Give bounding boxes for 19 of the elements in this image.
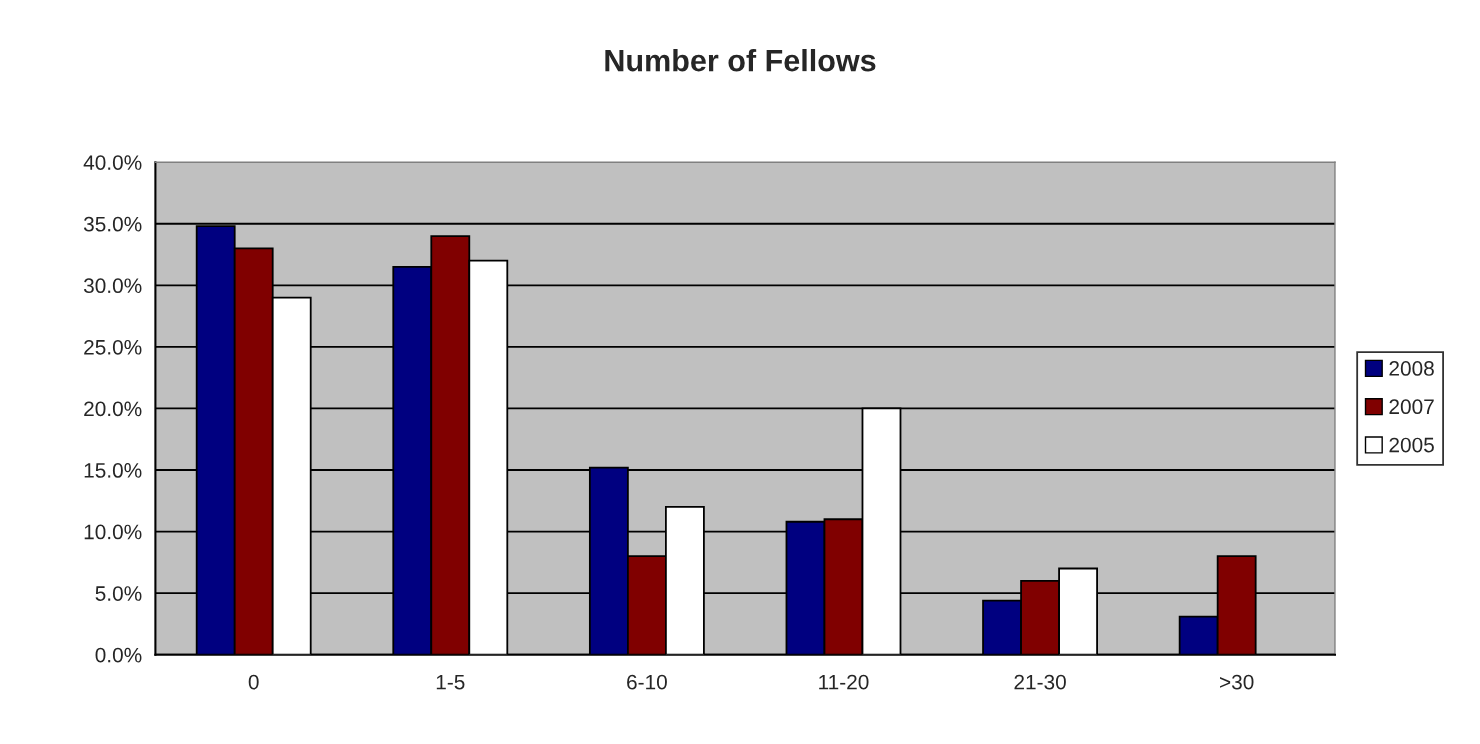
y-tick-label: 35.0%: [83, 216, 142, 232]
y-tick-label: 0.0%: [95, 647, 142, 663]
x-tick-label: 0: [248, 674, 259, 690]
chart-title: Number of Fellows: [605, 49, 876, 72]
x-tick-label: >30: [1220, 674, 1254, 690]
y-tick-label: 15.0%: [84, 463, 142, 478]
x-tick-label: 21-30: [1014, 674, 1066, 690]
legend-label: 2008: [1389, 361, 1434, 376]
y-tick-label: 10.0%: [84, 524, 142, 540]
y-tick-label: 20.0%: [84, 401, 142, 417]
legend-label: 2005: [1389, 437, 1434, 453]
y-tick-label: 5.0%: [95, 586, 142, 601]
legend-label: 2007: [1389, 399, 1434, 415]
y-tick-label: 40.0%: [83, 155, 142, 170]
x-tick-label: 1-5: [436, 674, 465, 690]
y-tick-label: 30.0%: [83, 278, 142, 294]
x-tick-label: 6-10: [627, 674, 667, 690]
x-tick-label: 11-20: [819, 674, 869, 690]
y-tick-label: 25.0%: [84, 339, 142, 355]
